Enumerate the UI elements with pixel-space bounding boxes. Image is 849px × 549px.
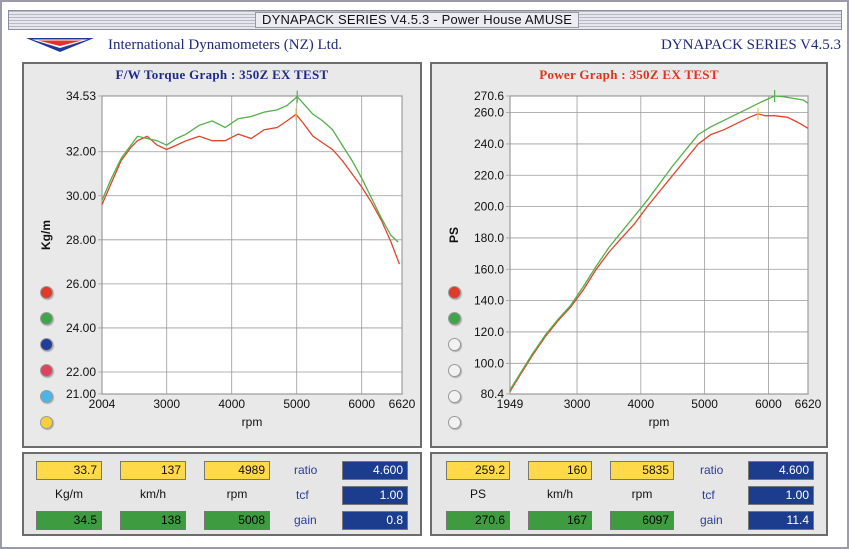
y-tick-label: 140.0 (474, 294, 504, 308)
y-tick-label: 28.00 (66, 233, 96, 247)
tcf-field[interactable]: 1.00 (748, 486, 814, 505)
y-tick-label: 260.0 (474, 106, 504, 120)
product-name: DYNAPACK SERIES V4.5.3 (660, 37, 841, 53)
x-tick-label: 6620 (389, 397, 416, 411)
torque-readout-panel: 33.7 137 4989 Kg/m km/h rpm 34.5 138 500… (22, 452, 422, 536)
rpm-peak-value: 5008 (204, 511, 270, 530)
tcf-label: tcf (296, 488, 309, 502)
y-axis-label: Kg/m (39, 220, 53, 250)
plot-area (509, 95, 809, 395)
blue-series-dot[interactable] (40, 338, 53, 351)
power-chart: 1949 3000 4000 5000 6000 6620 270.6 260.0 240.0 2… (447, 89, 822, 429)
green-run-line (101, 95, 399, 243)
dynapack-logo-icon (26, 38, 94, 52)
empty-series-dot-4[interactable] (448, 364, 461, 377)
gain-field[interactable]: 11.4 (748, 511, 814, 530)
rpm-peak-value: 6097 (610, 511, 674, 530)
y-tick-label: 22.00 (66, 365, 96, 379)
speed-unit-label: km/h (546, 487, 573, 501)
pink-series-dot[interactable] (40, 364, 53, 377)
x-tick-label: 3000 (153, 397, 180, 411)
y-tick-label: 270.6 (474, 89, 504, 103)
gain-label: gain (700, 513, 723, 527)
torque-unit-label: Kg/m (54, 487, 83, 501)
x-tick-label: 5000 (691, 397, 718, 411)
x-tick-label: 1949 (497, 397, 524, 411)
torque-current-value: 33.7 (36, 461, 102, 480)
red-run-line (101, 113, 401, 265)
y-tick-label: 21.00 (66, 387, 96, 401)
green-series-dot[interactable] (40, 312, 53, 325)
x-axis-label: rpm (242, 415, 263, 429)
speed-peak-value: 167 (528, 511, 592, 530)
cyan-series-dot[interactable] (40, 390, 53, 403)
ratio-field[interactable]: 4.600 (342, 461, 408, 480)
ratio-field[interactable]: 4.600 (748, 461, 814, 480)
y-tick-label: 240.0 (474, 137, 504, 151)
empty-series-dot-5[interactable] (448, 390, 461, 403)
power-current-value: 259.2 (446, 461, 510, 480)
y-tick-label: 160.0 (474, 262, 504, 276)
x-tick-label: 3000 (564, 397, 591, 411)
x-tick-label: 4000 (627, 397, 654, 411)
yellow-series-dot[interactable] (40, 416, 53, 429)
rpm-unit-label: rpm (631, 487, 653, 501)
red-series-dot[interactable] (40, 286, 53, 299)
x-tick-label: 2004 (89, 397, 116, 411)
empty-series-dot-3[interactable] (448, 338, 461, 351)
gain-label: gain (294, 513, 317, 527)
y-tick-label: 32.00 (66, 145, 96, 159)
red-run-line (509, 113, 809, 392)
y-tick-label: 34.53 (66, 89, 96, 103)
company-name: International Dynamometers (NZ) Ltd. (108, 37, 343, 53)
torque-chart: 2004 3000 4000 5000 6000 6620 34.53 32.00 30.00 2… (39, 89, 416, 429)
y-tick-label: 24.00 (66, 321, 96, 335)
tcf-label: tcf (702, 488, 715, 502)
y-tick-label: 120.0 (474, 325, 504, 339)
rpm-unit-label: rpm (226, 487, 248, 501)
torque-graph-title: F/W Torque Graph : 350Z EX TEST (115, 67, 329, 82)
green-series-dot[interactable] (448, 312, 461, 325)
x-tick-label: 4000 (218, 397, 245, 411)
y-axis-label: PS (447, 227, 461, 243)
rpm-current-value: 4989 (204, 461, 270, 480)
x-tick-label: 5000 (283, 397, 310, 411)
y-tick-label: 26.00 (66, 277, 96, 291)
title-bar[interactable]: DYNAPACK SERIES V4.5.3 - Power House AMU… (8, 10, 842, 30)
x-tick-label: 6620 (795, 397, 822, 411)
green-run-line (509, 95, 809, 391)
y-tick-label: 180.0 (474, 231, 504, 245)
power-graph-panel: Power Graph : 350Z EX TEST 1949 3000 4000 5… (430, 62, 828, 448)
x-axis-label: rpm (649, 415, 670, 429)
plot-area (101, 95, 403, 395)
y-tick-label: 30.00 (66, 189, 96, 203)
y-tick-label: 220.0 (474, 168, 504, 182)
power-readout-panel: 259.2 160 5835 PS km/h rpm 270.6 167 609… (430, 452, 828, 536)
speed-current-value: 137 (120, 461, 186, 480)
speed-current-value: 160 (528, 461, 592, 480)
x-tick-label: 6000 (348, 397, 375, 411)
torque-graph-panel: F/W Torque Graph : 350Z EX TEST 2004 3000… (22, 62, 422, 448)
x-tick-label: 6000 (755, 397, 782, 411)
tcf-field[interactable]: 1.00 (342, 486, 408, 505)
rpm-current-value: 5835 (610, 461, 674, 480)
speed-peak-value: 138 (120, 511, 186, 530)
power-graph-title: Power Graph : 350Z EX TEST (539, 67, 719, 82)
gain-field[interactable]: 0.8 (342, 511, 408, 530)
red-series-dot[interactable] (448, 286, 461, 299)
power-peak-value: 270.6 (446, 511, 510, 530)
app-header: International Dynamometers (NZ) Ltd. DYN… (12, 32, 841, 58)
speed-unit-label: km/h (139, 487, 166, 501)
y-tick-label: 80.4 (481, 387, 505, 401)
y-tick-label: 100.0 (474, 356, 504, 370)
power-unit-label: PS (469, 487, 486, 501)
empty-series-dot-6[interactable] (448, 416, 461, 429)
torque-peak-value: 34.5 (36, 511, 102, 530)
window-title: DYNAPACK SERIES V4.5.3 - Power House AMU… (255, 12, 580, 28)
ratio-label: ratio (700, 463, 724, 477)
y-tick-label: 200.0 (474, 200, 504, 214)
ratio-label: ratio (294, 463, 318, 477)
